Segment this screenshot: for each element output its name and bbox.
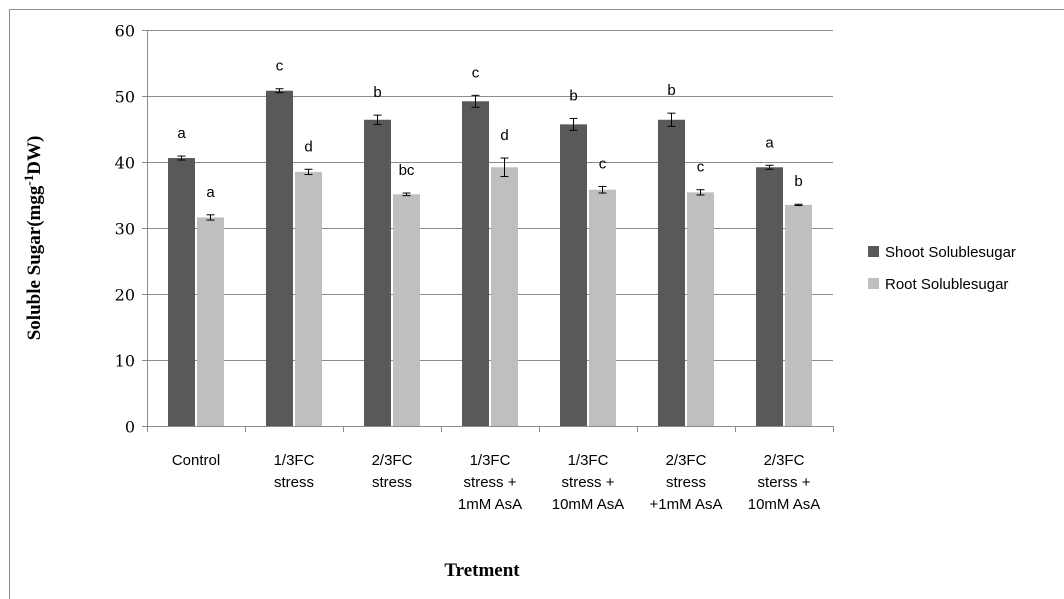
bar-shoot [560, 124, 587, 426]
y-tick-labels: 0 10 20 30 40 50 60 [115, 22, 135, 437]
x-tick-label: Control [172, 452, 220, 469]
y-tick-label: 20 [115, 286, 135, 305]
error-bars [177, 88, 803, 221]
x-tick-label: 2/3FC [372, 452, 413, 469]
x-tick-label: stress [372, 474, 412, 491]
x-tick-label: 2/3FC [666, 452, 707, 469]
x-tick-label: stress + [464, 474, 517, 491]
chart-frame [9, 9, 1064, 599]
bar-shoot [462, 101, 489, 426]
y-tick-label: 40 [115, 154, 135, 173]
bar-shoot [364, 119, 391, 426]
axes [142, 30, 834, 432]
y-tick-label: 30 [115, 220, 135, 239]
significance-label: b [667, 82, 675, 99]
x-axis-title: Tretment [444, 560, 520, 581]
significance-label: c [276, 58, 284, 75]
legend: Shoot Solublesugar Root Solublesugar [868, 244, 1016, 293]
significance-label: bc [399, 162, 415, 179]
significance-label: d [304, 138, 312, 155]
bar-shoot [266, 90, 293, 426]
legend-swatch [868, 246, 879, 257]
significance-label: c [599, 155, 607, 172]
significance-label: a [765, 134, 774, 151]
significance-label: c [472, 64, 480, 81]
x-tick-labels: Control 1/3FC stress 2/3FC stress 1/3FC stress… [172, 452, 820, 513]
bar-root [197, 217, 224, 426]
significance-label: a [206, 184, 215, 201]
bar-shoot [756, 167, 783, 426]
y-tick-label: 0 [125, 418, 135, 437]
x-tick-label: stress [666, 474, 706, 491]
x-tick-label: 1mM AsA [458, 496, 522, 513]
bar-root [491, 167, 518, 426]
bar-root [589, 189, 616, 426]
legend-label: Shoot Solublesugar [885, 244, 1016, 261]
y-tick-label: 60 [115, 22, 135, 41]
bar-root [393, 194, 420, 426]
gridlines [147, 30, 833, 361]
x-tick-label: stress + [562, 474, 615, 491]
significance-label: a [177, 125, 186, 142]
x-tick-label: stress [274, 474, 314, 491]
x-tick-label: 10mM AsA [748, 496, 821, 513]
bar-shoot [168, 158, 195, 427]
bar-root [687, 192, 714, 426]
significance-label: b [794, 173, 802, 190]
x-tick-label: sterss + [758, 474, 811, 491]
significance-label: c [697, 159, 705, 176]
y-axis-title: Soluble Sugar(mgg-1DW) [21, 136, 45, 341]
x-tick-label: 1/3FC [274, 452, 315, 469]
bars [168, 90, 812, 427]
significance-label: d [500, 127, 508, 144]
y-tick-label: 50 [115, 88, 135, 107]
bar-root [295, 171, 322, 426]
y-tick-label: 10 [115, 352, 135, 371]
x-tick-label: 10mM AsA [552, 496, 625, 513]
x-tick-label: 2/3FC [764, 452, 805, 469]
bar-root [785, 204, 812, 426]
legend-swatch [868, 278, 879, 289]
significance-label: b [569, 87, 577, 104]
x-tick-label: +1mM AsA [650, 496, 723, 513]
significance-label: b [373, 84, 381, 101]
bar-shoot [658, 119, 685, 426]
x-tick-label: 1/3FC [470, 452, 511, 469]
x-tick-label: 1/3FC [568, 452, 609, 469]
legend-label: Root Solublesugar [885, 276, 1008, 293]
